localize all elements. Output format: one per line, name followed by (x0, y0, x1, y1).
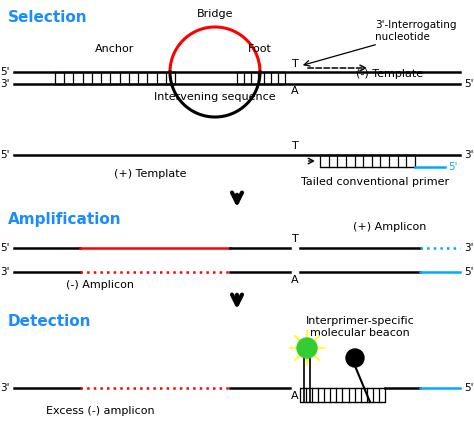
Text: Interprimer-specific
molecular beacon: Interprimer-specific molecular beacon (306, 316, 414, 338)
Text: 3': 3' (464, 243, 474, 253)
Text: 5': 5' (0, 150, 10, 160)
Text: 3': 3' (464, 150, 474, 160)
Text: A: A (291, 86, 299, 96)
Text: Anchor: Anchor (95, 44, 135, 54)
Text: Intervening sequence: Intervening sequence (154, 92, 276, 102)
Text: T: T (292, 59, 298, 69)
Text: (-) Amplicon: (-) Amplicon (66, 280, 134, 290)
Text: (+) Amplicon: (+) Amplicon (353, 222, 427, 232)
Text: Excess (-) amplicon: Excess (-) amplicon (46, 406, 155, 416)
Text: Selection: Selection (8, 10, 88, 25)
Text: T: T (292, 234, 298, 244)
Text: 5': 5' (464, 79, 474, 89)
Text: A: A (291, 275, 299, 285)
Circle shape (297, 338, 317, 358)
Text: (+) Template: (+) Template (114, 169, 186, 179)
Text: 5': 5' (464, 383, 474, 393)
Text: Amplification: Amplification (8, 212, 122, 227)
Text: 3'-Interrogating
nucleotide: 3'-Interrogating nucleotide (375, 20, 456, 42)
Text: 5': 5' (448, 162, 457, 172)
Text: (-) Template: (-) Template (356, 69, 424, 79)
Text: A: A (291, 391, 299, 401)
Text: Foot: Foot (248, 44, 272, 54)
Circle shape (346, 349, 364, 367)
Text: 3': 3' (0, 79, 10, 89)
Text: 3': 3' (0, 267, 10, 277)
Text: Tailed conventional primer: Tailed conventional primer (301, 177, 449, 187)
Text: Bridge: Bridge (197, 9, 233, 19)
Text: T: T (292, 141, 298, 151)
Text: Detection: Detection (8, 314, 91, 329)
Text: 5': 5' (0, 243, 10, 253)
Text: 5': 5' (0, 67, 10, 77)
Text: 5': 5' (464, 267, 474, 277)
Text: 3': 3' (0, 383, 10, 393)
